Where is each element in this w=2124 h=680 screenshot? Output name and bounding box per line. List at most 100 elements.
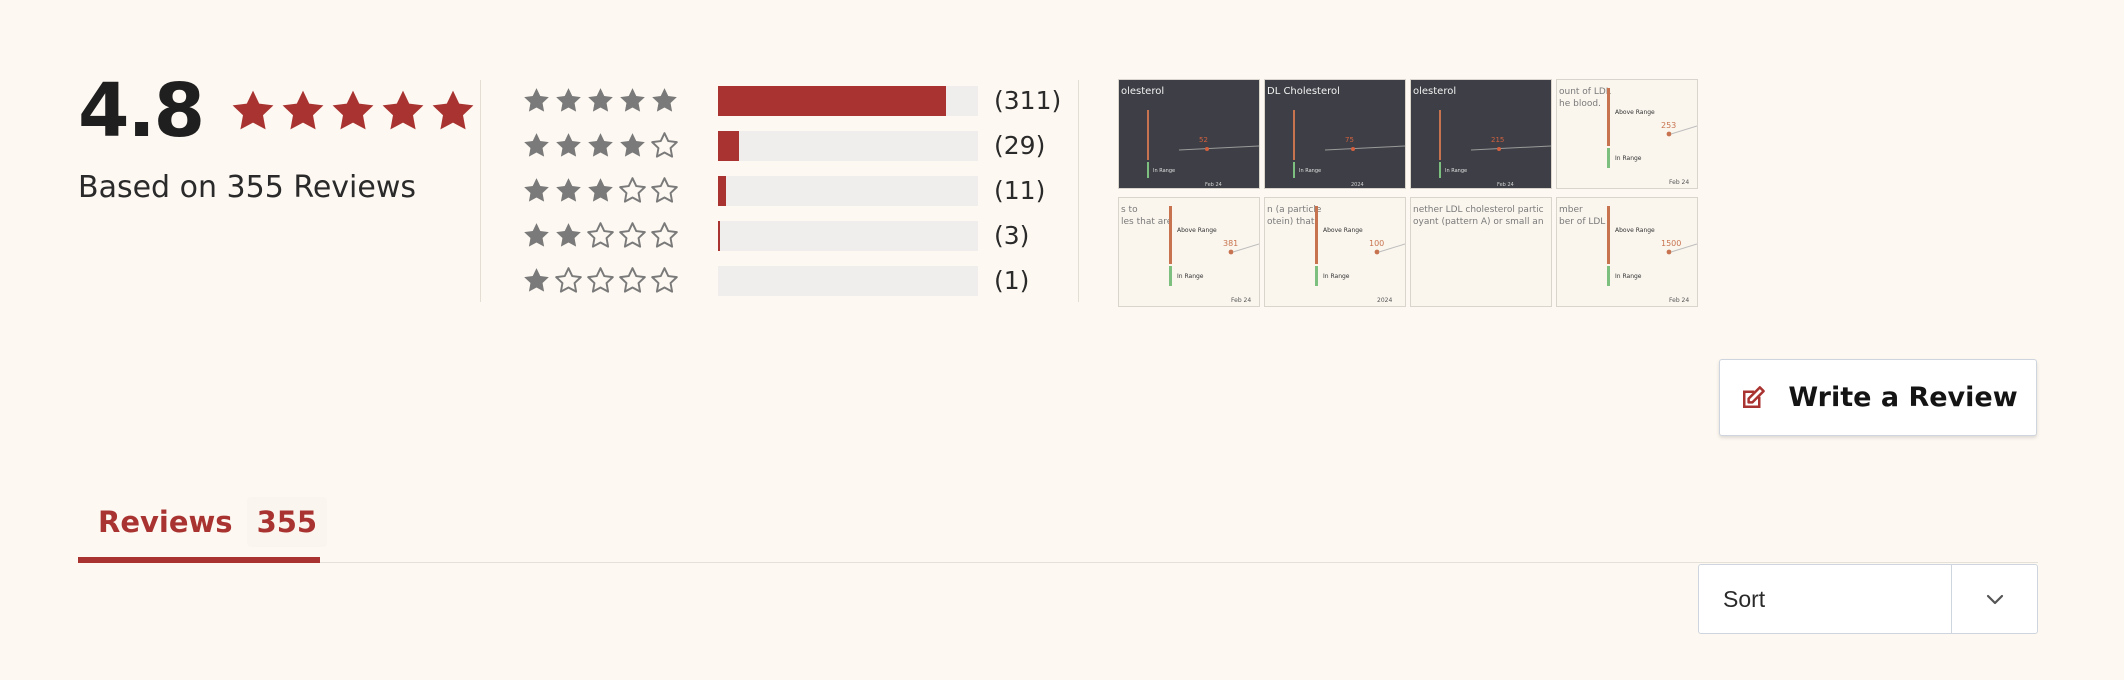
star-outline-icon	[555, 267, 582, 293]
thumb-text: 381	[1223, 239, 1238, 248]
star-filled-icon	[432, 90, 474, 130]
star-outline-icon	[651, 222, 678, 248]
sort-value: Sort	[1723, 585, 1766, 612]
star-filled-icon	[524, 178, 549, 202]
write-review-label: Write a Review	[1788, 382, 2018, 413]
star-outline-icon	[651, 177, 678, 203]
histogram-row-3-star[interactable]: (11)	[522, 168, 1062, 213]
thumb-text: 253	[1661, 121, 1676, 130]
edit-icon	[1743, 385, 1766, 408]
histogram-count: (29)	[994, 131, 1046, 160]
histogram-bar-fill	[718, 130, 740, 161]
histogram-count: (3)	[994, 221, 1030, 250]
thumb-text: In Range	[1323, 273, 1350, 280]
histogram-count: (11)	[994, 176, 1046, 205]
review-media-thumbnail[interactable]: olesterol 52 In Range Feb 24	[1118, 79, 1260, 189]
thumb-text: olesterol	[1121, 86, 1164, 97]
review-media-thumbnail[interactable]: nether LDL cholesterol partic oyant (patt…	[1410, 197, 1552, 307]
star-filled-icon	[524, 88, 549, 112]
thumb-text: In Range	[1153, 168, 1175, 174]
histogram-bar-track	[718, 175, 978, 206]
review-media-thumbnail[interactable]: mber ber of LDL Above Range In Range 1500 Feb…	[1556, 197, 1698, 307]
thumb-text: he blood.	[1559, 99, 1601, 109]
thumb-text: otein) that	[1267, 217, 1315, 227]
thumb-text: s to	[1121, 205, 1138, 215]
sort-select[interactable]: Sort	[1698, 564, 2038, 634]
review-media-thumbnail[interactable]: s to les that are Above Range In Range 381 Fe…	[1118, 197, 1260, 307]
tab-reviews-label: Reviews	[98, 505, 233, 539]
thumbnail-image: DL Cholesterol 75 In Range 2024	[1267, 86, 1405, 188]
star-filled-icon	[524, 268, 549, 292]
thumb-text: In Range	[1615, 273, 1642, 280]
histogram-bar-track	[718, 85, 978, 116]
thumb-text: les that are	[1121, 217, 1173, 227]
thumb-text: In Range	[1615, 155, 1642, 162]
review-media-thumbnail[interactable]: DL Cholesterol 75 In Range 2024	[1264, 79, 1406, 189]
star-outline-icon	[619, 177, 646, 203]
average-rating: 4.8	[78, 68, 205, 154]
thumbnail-image: nether LDL cholesterol partic oyant (patt…	[1413, 205, 1544, 227]
divider	[480, 80, 481, 302]
review-count-text: Based on 355 Reviews	[78, 170, 416, 205]
histogram-stars	[522, 266, 718, 295]
tab-active-indicator	[78, 557, 320, 563]
star-filled-icon	[332, 90, 374, 130]
star-filled-icon	[588, 178, 613, 202]
histogram-row-2-star[interactable]: (3)	[522, 213, 1062, 258]
thumb-text: 215	[1491, 136, 1504, 144]
histogram-stars	[522, 221, 718, 250]
star-filled-icon	[556, 223, 581, 247]
star-outline-icon	[651, 132, 678, 158]
thumb-text: Above Range	[1323, 227, 1363, 234]
review-media-thumbnail[interactable]: n (a particle otein) that Above Range In Ra…	[1264, 197, 1406, 307]
thumb-text: Feb 24	[1205, 182, 1222, 188]
thumbnail-image: olesterol 52 In Range Feb 24	[1121, 86, 1259, 188]
histogram-bar-fill	[718, 85, 946, 116]
sort-toggle[interactable]	[1951, 565, 2037, 633]
histogram-row-5-star[interactable]: (311)	[522, 78, 1062, 123]
thumb-text: Above Range	[1615, 109, 1655, 116]
star-filled-icon	[556, 88, 581, 112]
tab-baseline	[78, 562, 2038, 563]
thumbnail-image: mber ber of LDL Above Range In Range 1500 Feb…	[1559, 205, 1697, 304]
thumb-text: 52	[1199, 136, 1208, 144]
rating-histogram: (311) (29) (11) (3) (1)	[522, 78, 1062, 303]
thumb-text: olesterol	[1413, 86, 1456, 97]
review-media-thumbnail[interactable]: ount of LDL he blood. Above Range In Range 2…	[1556, 79, 1698, 189]
histogram-row-1-star[interactable]: (1)	[522, 258, 1062, 303]
thumb-text: 75	[1345, 136, 1354, 144]
average-row: 4.8	[78, 70, 478, 152]
histogram-bar-fill	[718, 220, 721, 251]
tab-reviews[interactable]: Reviews 355	[78, 480, 328, 564]
star-filled-icon	[282, 90, 324, 130]
histogram-stars	[522, 131, 718, 160]
star-outline-icon	[651, 267, 678, 293]
histogram-bar-track	[718, 265, 978, 296]
thumb-text: In Range	[1299, 168, 1321, 174]
thumbnail-image: olesterol 215 In Range Feb 24	[1413, 86, 1551, 188]
thumb-text: nether LDL cholesterol partic	[1413, 205, 1544, 215]
star-outline-icon	[619, 222, 646, 248]
star-filled-icon	[556, 178, 581, 202]
divider	[1078, 80, 1079, 302]
thumb-text: 100	[1369, 239, 1384, 248]
thumb-text: 2024	[1351, 182, 1364, 188]
star-filled-icon	[652, 88, 677, 112]
histogram-bar-fill	[718, 175, 727, 206]
review-tabs: Reviews 355	[78, 480, 2038, 564]
write-review-button[interactable]: Write a Review	[1719, 359, 2037, 436]
review-media-thumbnail[interactable]: olesterol 215 In Range Feb 24	[1410, 79, 1552, 189]
thumb-text: Feb 24	[1669, 297, 1689, 304]
star-outline-icon	[619, 267, 646, 293]
thumbnail-image: ount of LDL he blood. Above Range In Range 2…	[1559, 87, 1697, 186]
histogram-row-4-star[interactable]: (29)	[522, 123, 1062, 168]
average-stars	[229, 87, 477, 135]
star-outline-icon	[587, 267, 614, 293]
tab-reviews-count: 355	[246, 497, 328, 547]
thumbnail-image: s to les that are Above Range In Range 381 Fe…	[1121, 205, 1259, 304]
thumb-text: Feb 24	[1497, 182, 1514, 188]
star-filled-icon	[556, 133, 581, 157]
star-filled-icon	[588, 133, 613, 157]
histogram-count: (311)	[994, 86, 1062, 115]
